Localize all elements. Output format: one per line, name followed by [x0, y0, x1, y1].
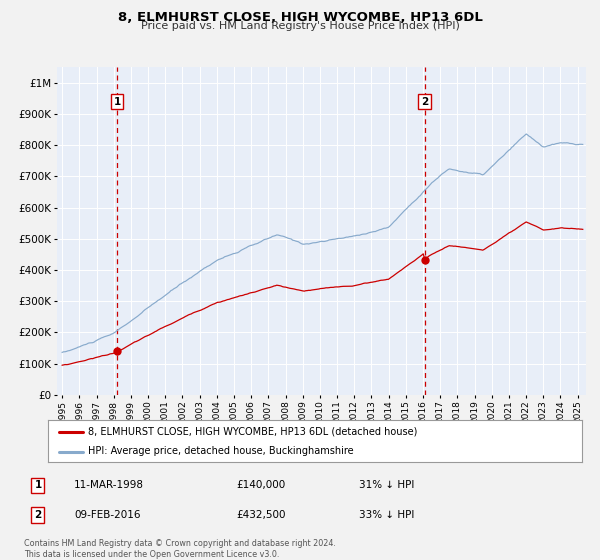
Text: 11-MAR-1998: 11-MAR-1998 [74, 480, 144, 491]
Text: Price paid vs. HM Land Registry's House Price Index (HPI): Price paid vs. HM Land Registry's House … [140, 21, 460, 31]
Text: 31% ↓ HPI: 31% ↓ HPI [359, 480, 414, 491]
Text: £140,000: £140,000 [236, 480, 285, 491]
Text: 09-FEB-2016: 09-FEB-2016 [74, 510, 141, 520]
Text: Contains HM Land Registry data © Crown copyright and database right 2024.
This d: Contains HM Land Registry data © Crown c… [24, 539, 336, 559]
Text: 8, ELMHURST CLOSE, HIGH WYCOMBE, HP13 6DL (detached house): 8, ELMHURST CLOSE, HIGH WYCOMBE, HP13 6D… [88, 427, 418, 437]
Text: 2: 2 [421, 96, 428, 106]
Text: 1: 1 [113, 96, 121, 106]
Text: 2: 2 [34, 510, 41, 520]
Text: 1: 1 [34, 480, 41, 491]
Text: 33% ↓ HPI: 33% ↓ HPI [359, 510, 414, 520]
Text: 8, ELMHURST CLOSE, HIGH WYCOMBE, HP13 6DL: 8, ELMHURST CLOSE, HIGH WYCOMBE, HP13 6D… [118, 11, 482, 24]
Text: £432,500: £432,500 [236, 510, 286, 520]
Text: HPI: Average price, detached house, Buckinghamshire: HPI: Average price, detached house, Buck… [88, 446, 353, 456]
